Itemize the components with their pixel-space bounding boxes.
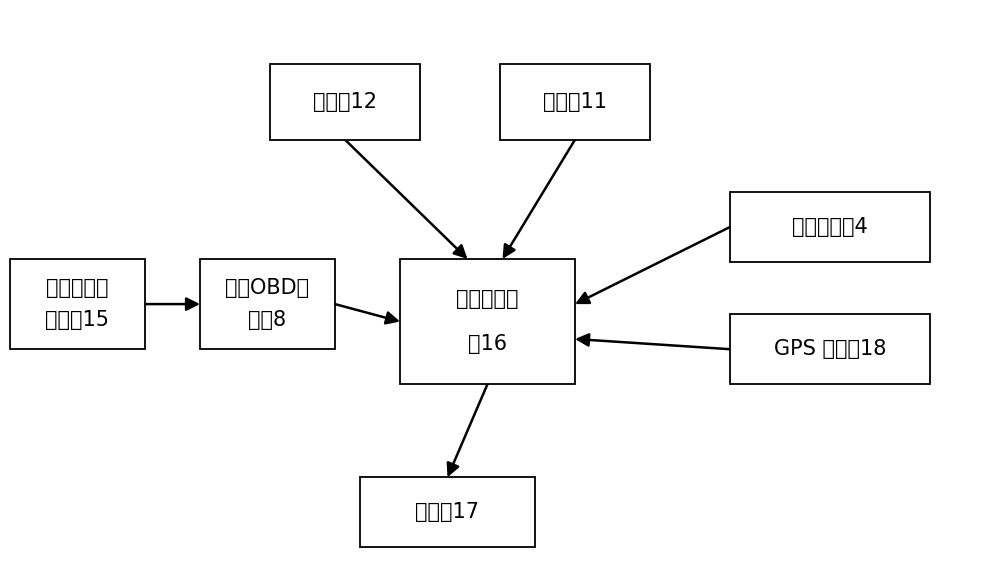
Text: 光电传感器4: 光电传感器4 — [792, 217, 868, 237]
Bar — [500, 64, 650, 140]
Text: 数据采集前: 数据采集前 — [456, 289, 519, 309]
Bar — [200, 259, 335, 349]
Text: 端16: 端16 — [468, 334, 507, 354]
Text: 测试仪15: 测试仪15 — [46, 310, 110, 331]
Text: 车辆OBD检: 车辆OBD检 — [225, 278, 310, 298]
Bar — [400, 259, 575, 384]
Text: 测口8: 测口8 — [248, 310, 287, 331]
Text: 传声器11: 传声器11 — [543, 92, 607, 112]
Bar — [10, 259, 145, 349]
Bar — [730, 192, 930, 262]
Bar — [270, 64, 420, 140]
Text: GPS 测速仪18: GPS 测速仪18 — [774, 339, 886, 359]
Text: 节气门开度: 节气门开度 — [46, 278, 109, 298]
Text: 计算机17: 计算机17 — [416, 502, 480, 522]
Bar — [360, 477, 535, 547]
Text: 传声器12: 传声器12 — [313, 92, 377, 112]
Bar — [730, 314, 930, 384]
